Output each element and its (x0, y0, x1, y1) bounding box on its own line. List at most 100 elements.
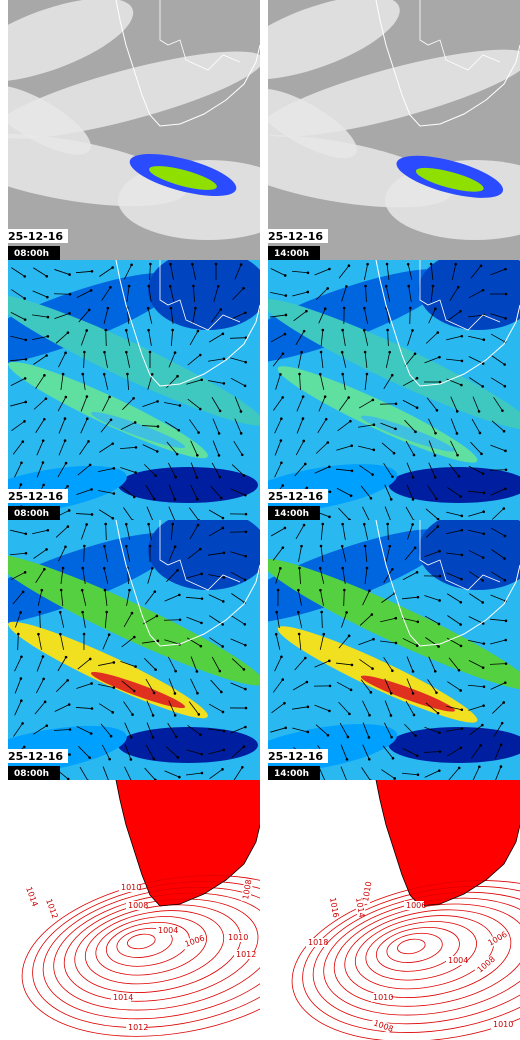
arrow-head (504, 292, 508, 296)
arrow-head (328, 659, 331, 663)
arrow-head (41, 439, 45, 442)
field-band (118, 467, 258, 503)
arrow-head (24, 551, 28, 555)
wind-arrow (362, 744, 370, 760)
arrow-head (197, 519, 200, 520)
wind-arrow (490, 527, 506, 537)
wind-arrow (39, 611, 41, 629)
arrow-head (174, 669, 177, 673)
arrow-head (328, 465, 331, 469)
field-band (388, 467, 520, 503)
arrow-head (276, 588, 280, 592)
wind-arrow (99, 443, 113, 453)
arrow-head (63, 417, 67, 420)
isobar (375, 927, 460, 972)
wind-arrow (472, 396, 480, 412)
arrow-head (321, 522, 325, 526)
wind-arrow (314, 268, 330, 276)
wind-arrow (270, 268, 286, 276)
wind-arrow (338, 265, 350, 279)
wind-arrow (82, 374, 86, 390)
arrow-head (455, 410, 459, 413)
wind-arrow (405, 440, 415, 456)
wind-arrow (233, 767, 243, 780)
arrow-head (279, 373, 282, 376)
wind-arrow (78, 746, 90, 758)
arrow-head (326, 441, 330, 444)
wind-arrow (33, 267, 47, 277)
field-band (148, 260, 260, 330)
wind-arrow (230, 357, 246, 363)
wind-arrow (360, 679, 372, 693)
arrow-head (64, 461, 68, 465)
arrow-head (386, 328, 389, 332)
arrow-head (244, 360, 247, 364)
wind-arrow (82, 612, 86, 628)
wind-arrow (337, 420, 351, 432)
wind-arrow (428, 656, 436, 672)
wind-arrow (451, 264, 457, 280)
time-bg (268, 766, 320, 780)
arrow-head (413, 352, 417, 356)
arrow-head (414, 734, 417, 738)
wind-arrow (36, 440, 44, 456)
arrow-head (319, 588, 322, 592)
arrow-head (394, 402, 398, 406)
arrow-head (298, 566, 301, 570)
arrow-head (42, 483, 45, 487)
wind-arrow (386, 264, 390, 280)
wind-arrow (427, 485, 437, 499)
wind-arrow (380, 640, 396, 644)
arrow-head (499, 765, 503, 768)
wind-arrow (9, 552, 27, 556)
arrow-head (297, 588, 300, 592)
arrow-head (23, 420, 26, 423)
date-bg (8, 489, 68, 503)
wind-arrow (338, 635, 350, 649)
wind-arrow (53, 729, 71, 731)
arrow-head (456, 453, 459, 457)
arrow-head (392, 451, 396, 455)
isobar-label-bg (370, 1017, 393, 1034)
wind-arrow (292, 727, 308, 733)
arrow-head (385, 262, 389, 266)
arrow-head (133, 635, 136, 639)
wind-arrow (490, 571, 506, 581)
wind-arrow (98, 467, 114, 473)
wind-arrow (164, 402, 180, 406)
arrow-head (83, 350, 86, 354)
wind-arrow (402, 617, 418, 623)
isobar (291, 880, 520, 1040)
wind-arrow (381, 442, 395, 454)
wind-arrow (274, 440, 282, 456)
wind-arrow (167, 462, 177, 478)
arrow-head (433, 454, 437, 457)
wind-arrow (10, 378, 26, 386)
wind-arrow (292, 706, 308, 710)
arrow-head (22, 745, 26, 749)
isobar (116, 927, 173, 958)
isobar (95, 916, 207, 976)
arrow-head (481, 288, 485, 292)
field-band (268, 298, 520, 430)
wind-arrow (10, 571, 26, 581)
wind-arrow (447, 487, 461, 497)
arrow-head (90, 513, 94, 516)
coastline (115, 260, 260, 387)
arrow-head (45, 724, 49, 727)
wind-arrow (320, 590, 324, 606)
arrow-head (372, 637, 375, 641)
wind-arrow (14, 462, 22, 478)
arrow-head (83, 544, 86, 548)
arrow-head (23, 318, 27, 321)
wind-arrow (78, 309, 90, 323)
map-panel: 25-12-16 14:00h (268, 0, 520, 260)
arrow-head (134, 665, 137, 668)
arrow-head (23, 377, 27, 380)
arrow-head (104, 522, 107, 526)
arrow-head (64, 351, 67, 355)
arrow-head (200, 752, 204, 756)
arrow-head (108, 395, 111, 399)
arrow-head (457, 474, 461, 478)
wind-arrow (363, 524, 369, 540)
